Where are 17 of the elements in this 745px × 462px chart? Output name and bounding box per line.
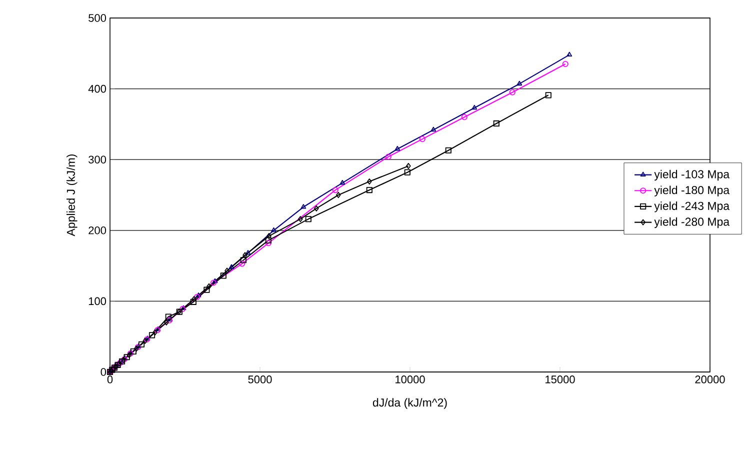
x-tick-label: 15000 [546, 376, 575, 384]
y-axis-title: Applied J (kJ/m) [66, 154, 78, 236]
x-tick-label: 20000 [695, 376, 725, 384]
y-tick-label: 500 [88, 14, 106, 22]
y-tick-label: 0 [100, 368, 106, 376]
legend-label: yield -243 Mpa [654, 202, 730, 212]
legend-label: yield -280 Mpa [654, 217, 730, 228]
legend-label: yield -103 Mpa [654, 170, 730, 181]
y-tick-label: 400 [88, 84, 106, 93]
legend-label: yield -180 Mpa [654, 186, 730, 196]
x-tick-label: 10000 [396, 376, 425, 384]
x-axis-title: dJ/da (kJ/m^2) [372, 398, 447, 409]
y-tick-label: 300 [88, 156, 106, 164]
y-tick-label: 200 [88, 226, 106, 234]
y-tick-label: 100 [88, 297, 106, 306]
x-tick-label: 5000 [248, 376, 272, 384]
x-tick-label: 0 [107, 376, 113, 384]
